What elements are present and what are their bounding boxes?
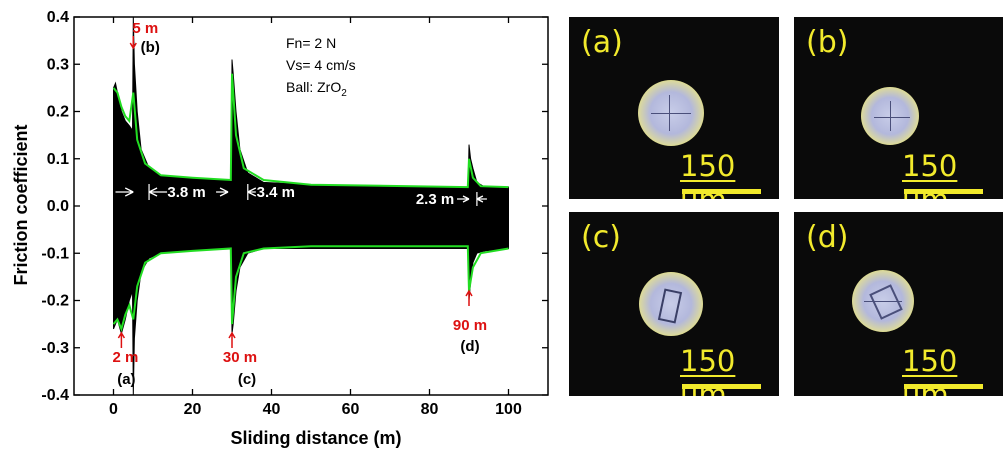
marker-ref: (c)	[238, 371, 256, 388]
y-tick-label: -0.4	[41, 387, 69, 404]
marker-arrow	[465, 289, 473, 306]
wear-track-line	[669, 95, 670, 131]
y-tick-label: 0.4	[47, 9, 69, 26]
marker-arrow	[228, 331, 236, 348]
span-arrow	[457, 195, 487, 203]
micrograph-label: (c)	[581, 220, 621, 255]
micrograph-a: (a) 150 μm	[569, 17, 779, 199]
friction-chart: 0 20 40 60 80 100 -0.4 -0.3 -0.2 -0.1 0.0 0.1 0.2 0.3…	[11, 9, 549, 448]
marker-arrow	[129, 36, 137, 50]
wear-scar	[639, 272, 703, 336]
span-label: 3.4 m	[257, 184, 295, 201]
marker-ref: (d)	[460, 338, 479, 355]
marker-ref: (b)	[141, 39, 160, 56]
wear-track-line	[890, 101, 891, 131]
span-arrow	[247, 187, 257, 197]
x-tick-label: 80	[421, 401, 439, 418]
marker-label: 2 m	[112, 349, 138, 366]
y-axis-label: Friction coefficient	[11, 124, 31, 285]
ball-subscript: 2	[341, 88, 347, 99]
scale-label: 150 μm	[902, 149, 958, 199]
conditions-block: Fn= 2 N Vs= 4 cm/s Ball: ZrO2	[286, 35, 356, 99]
micrograph-label: (b)	[806, 25, 849, 60]
scale-bar	[682, 384, 761, 389]
y-tick-label: 0.2	[47, 104, 69, 121]
micrograph-label: (d)	[806, 220, 849, 255]
marker-label: 90 m	[453, 317, 487, 334]
micrograph-d: (d) 150 μm	[794, 212, 1003, 396]
green-envelope-lower	[112, 245, 509, 332]
micrograph-label: (a)	[581, 25, 623, 60]
plot-area	[112, 16, 509, 396]
y-tick-label: 0.3	[47, 56, 69, 73]
green-envelope-upper	[112, 73, 509, 189]
x-tick-label: 100	[495, 401, 522, 418]
micrograph-c: (c) 150 μm	[569, 212, 779, 396]
condition-ball: Ball: ZrO2	[286, 79, 347, 99]
y-tick-label: -0.2	[41, 293, 69, 310]
marker-label: 5 m	[132, 20, 158, 37]
wear-track-line	[864, 301, 902, 302]
x-axis-label: Sliding distance (m)	[230, 428, 401, 448]
scale-bar	[904, 189, 983, 194]
span-arrow	[216, 187, 229, 197]
micrograph-b: (b) 150 μm	[794, 17, 1003, 199]
wear-track-line	[874, 117, 910, 118]
scale-bar	[682, 189, 761, 194]
x-tick-label: 20	[184, 401, 202, 418]
condition-speed: Vs= 4 cm/s	[286, 57, 356, 73]
y-tick-label: -0.1	[41, 245, 69, 262]
marker-label: 30 m	[223, 349, 257, 366]
x-tick-label: 0	[109, 401, 118, 418]
scale-label: 150 μm	[902, 344, 958, 396]
axes: 0 20 40 60 80 100 -0.4 -0.3 -0.2 -0.1 0.0 0.1 0.2 0.3…	[41, 9, 549, 418]
y-tick-label: -0.3	[41, 340, 69, 357]
marker-ref: (a)	[117, 371, 135, 388]
span-label: 2.3 m	[416, 191, 454, 208]
wear-track-line	[651, 113, 691, 114]
condition-load: Fn= 2 N	[286, 35, 336, 51]
span-label: 3.8 m	[167, 184, 205, 201]
x-tick-label: 40	[263, 401, 281, 418]
x-tick-label: 60	[342, 401, 360, 418]
scale-bar	[904, 384, 983, 389]
y-tick-label: 0.0	[47, 198, 69, 215]
marker-arrow	[117, 331, 126, 348]
y-tick-label: 0.1	[47, 151, 69, 168]
annotations: 5 m (b) 2 m (a) 30 m (c) 90 m (d) 3.8 m 3.4 m 2.3 …	[112, 20, 487, 388]
span-arrow	[115, 187, 168, 197]
